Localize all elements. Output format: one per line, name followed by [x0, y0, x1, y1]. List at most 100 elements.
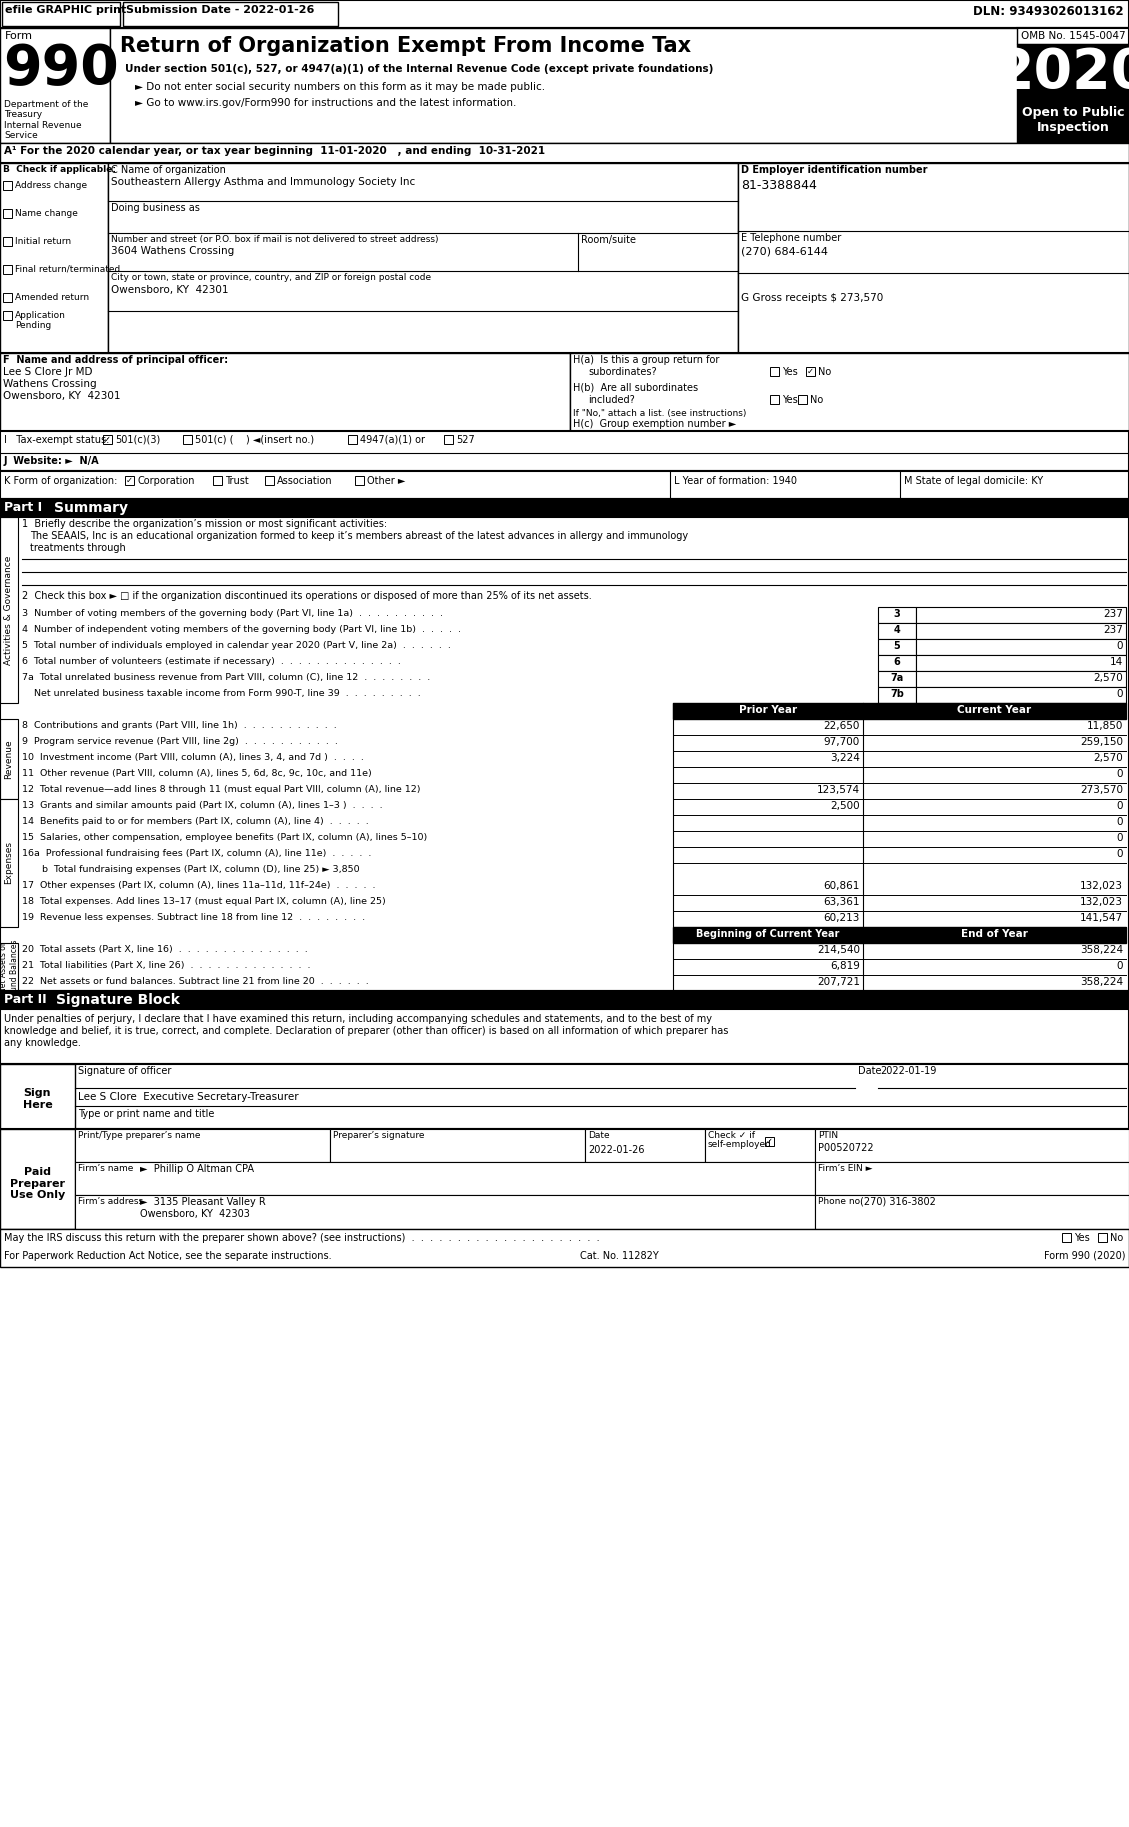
Bar [878, 639, 916, 656]
Bar [0, 27, 1129, 143]
Bar [355, 477, 364, 484]
Bar [0, 1063, 1129, 1129]
Bar [75, 1129, 330, 1162]
Text: Print/Type preparer’s name: Print/Type preparer’s name [78, 1131, 201, 1140]
Text: F  Name and address of principal officer:: F Name and address of principal officer: [3, 354, 228, 365]
Bar [123, 2, 338, 26]
Text: 527: 527 [456, 435, 475, 446]
Text: Amended return: Amended return [15, 292, 89, 301]
Text: Form: Form [5, 31, 33, 40]
Text: Part I: Part I [5, 501, 42, 513]
Bar [3, 311, 12, 320]
Text: 19  Revenue less expenses. Subtract line 18 from line 12  .  .  .  .  .  .  .  .: 19 Revenue less expenses. Subtract line … [21, 914, 365, 923]
Text: OMB No. 1545-0047: OMB No. 1545-0047 [1021, 31, 1126, 40]
Text: 237: 237 [1103, 625, 1123, 636]
Text: 20  Total assets (Part X, line 16)  .  .  .  .  .  .  .  .  .  .  .  .  .  .  .: 20 Total assets (Part X, line 16) . . . … [21, 945, 308, 954]
Text: 237: 237 [1103, 608, 1123, 619]
Text: 501(c) (    ) ◄(insert no.): 501(c) ( ) ◄(insert no.) [195, 435, 314, 446]
Text: K Form of organization:: K Form of organization: [5, 477, 117, 486]
Bar [1017, 27, 1129, 143]
Text: H(b)  Are all subordinates: H(b) Are all subordinates [574, 384, 698, 393]
Text: Net Assets or
Fund Balances: Net Assets or Fund Balances [0, 939, 19, 994]
Bar [1017, 104, 1129, 143]
Bar [916, 639, 1126, 656]
Text: 207,721: 207,721 [817, 977, 860, 987]
Text: 259,150: 259,150 [1080, 736, 1123, 747]
Text: self-employed: self-employed [708, 1140, 772, 1149]
Bar [0, 990, 1129, 1009]
Text: No: No [1110, 1233, 1123, 1242]
Bar [815, 1162, 1129, 1195]
Bar [108, 163, 738, 353]
Text: 3,224: 3,224 [830, 753, 860, 764]
Text: 0: 0 [1117, 817, 1123, 828]
Text: The SEAAIS, Inc is an educational organization formed to keep it’s members abrea: The SEAAIS, Inc is an educational organi… [30, 532, 688, 541]
Bar [863, 703, 1126, 720]
Text: Address change: Address change [15, 181, 87, 190]
Text: I   Tax-exempt status:: I Tax-exempt status: [5, 435, 110, 446]
Text: ✓: ✓ [104, 435, 111, 444]
Text: Final return/terminated: Final return/terminated [15, 265, 121, 274]
Text: 2  Check this box ► □ if the organization discontinued its operations or dispose: 2 Check this box ► □ if the organization… [21, 590, 592, 601]
Text: J  Website: ►  N/A: J Website: ► N/A [5, 457, 99, 466]
Text: Lee S Clore Jr MD: Lee S Clore Jr MD [3, 367, 93, 376]
Bar [738, 163, 1129, 353]
Text: efile GRAPHIC print: efile GRAPHIC print [5, 5, 126, 15]
Text: Under section 501(c), 527, or 4947(a)(1) of the Internal Revenue Code (except pr: Under section 501(c), 527, or 4947(a)(1)… [125, 64, 714, 75]
Text: PTIN: PTIN [819, 1131, 838, 1140]
Text: 2,570: 2,570 [1093, 753, 1123, 764]
Text: Part II: Part II [5, 994, 46, 1007]
Bar [0, 353, 1129, 431]
Text: (270) 316-3802: (270) 316-3802 [860, 1197, 936, 1208]
Text: Yes: Yes [782, 367, 798, 376]
Bar [863, 926, 1126, 943]
Text: 15  Salaries, other compensation, employee benefits (Part IX, column (A), lines : 15 Salaries, other compensation, employe… [21, 833, 427, 842]
Text: ✓: ✓ [126, 477, 133, 484]
Bar [0, 517, 1129, 990]
Text: H(c)  Group exemption number ►: H(c) Group exemption number ► [574, 418, 736, 429]
Text: (270) 684-6144: (270) 684-6144 [741, 247, 828, 258]
Text: 14: 14 [1110, 658, 1123, 667]
Text: 22  Net assets or fund balances. Subtract line 21 from line 20  .  .  .  .  .  .: 22 Net assets or fund balances. Subtract… [21, 977, 369, 987]
Text: If "No," attach a list. (see instructions): If "No," attach a list. (see instruction… [574, 409, 746, 418]
Text: Date: Date [858, 1065, 882, 1076]
Text: Firm’s EIN ►: Firm’s EIN ► [819, 1164, 873, 1173]
Text: ►  Phillip O Altman CPA: ► Phillip O Altman CPA [140, 1164, 254, 1175]
Text: 12  Total revenue—add lines 8 through 11 (must equal Part VIII, column (A), line: 12 Total revenue—add lines 8 through 11 … [21, 786, 420, 795]
Bar [570, 353, 1129, 431]
Text: Number and street (or P.O. box if mail is not delivered to street address): Number and street (or P.O. box if mail i… [111, 236, 438, 245]
Text: C Name of organization: C Name of organization [111, 164, 226, 175]
Bar [3, 208, 12, 217]
Bar [3, 292, 12, 301]
Text: Yes: Yes [1074, 1233, 1089, 1242]
Text: 5  Total number of individuals employed in calendar year 2020 (Part V, line 2a) : 5 Total number of individuals employed i… [21, 641, 450, 650]
Bar [878, 687, 916, 703]
Bar [916, 687, 1126, 703]
Text: City or town, state or province, country, and ZIP or foreign postal code: City or town, state or province, country… [111, 272, 431, 281]
Text: Owensboro, KY  42301: Owensboro, KY 42301 [111, 285, 228, 294]
Bar [0, 798, 18, 926]
Text: D Employer identification number: D Employer identification number [741, 164, 928, 175]
Text: Southeastern Allergy Asthma and Immunology Society Inc: Southeastern Allergy Asthma and Immunolo… [111, 177, 415, 186]
Text: No: No [819, 367, 831, 376]
Text: 0: 0 [1117, 800, 1123, 811]
Bar [0, 720, 18, 798]
Bar [916, 623, 1126, 639]
Text: 22,650: 22,650 [824, 722, 860, 731]
Text: 6  Total number of volunteers (estimate if necessary)  .  .  .  .  .  .  .  .  .: 6 Total number of volunteers (estimate i… [21, 658, 401, 667]
Text: May the IRS discuss this return with the preparer shown above? (see instructions: May the IRS discuss this return with the… [5, 1233, 599, 1242]
Bar [0, 1129, 1129, 1230]
Text: 16a  Professional fundraising fees (Part IX, column (A), line 11e)  .  .  .  .  : 16a Professional fundraising fees (Part … [21, 850, 371, 859]
Text: 6: 6 [894, 658, 900, 667]
Text: Activities & Governance: Activities & Governance [5, 555, 14, 665]
Bar [765, 1136, 774, 1146]
Text: Cat. No. 11282Y: Cat. No. 11282Y [580, 1251, 658, 1261]
Bar [585, 1129, 704, 1162]
Text: Under penalties of perjury, I declare that I have examined this return, includin: Under penalties of perjury, I declare th… [5, 1014, 712, 1023]
Bar [0, 163, 108, 353]
Text: 2020: 2020 [996, 46, 1129, 100]
Text: L Year of formation: 1940: L Year of formation: 1940 [674, 477, 797, 486]
Text: Lee S Clore  Executive Secretary-Treasurer: Lee S Clore Executive Secretary-Treasure… [78, 1093, 299, 1102]
Text: 0: 0 [1117, 833, 1123, 842]
Text: 7b: 7b [890, 689, 904, 700]
